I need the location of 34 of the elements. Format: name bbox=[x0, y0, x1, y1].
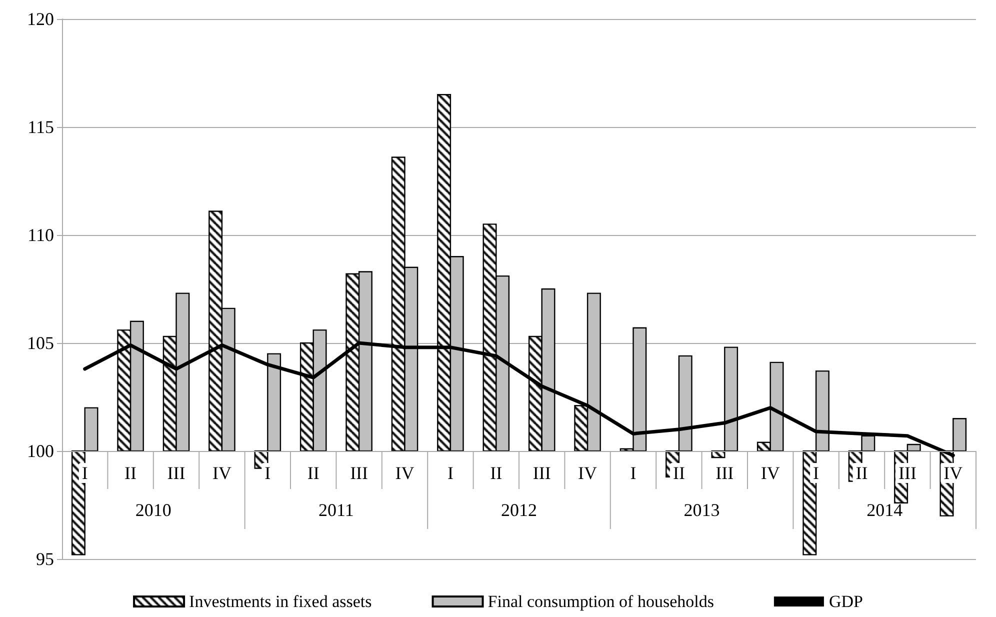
annotation: 2011 bbox=[318, 500, 354, 520]
x-tick-label: III bbox=[350, 463, 368, 483]
x-tick-label: III bbox=[716, 463, 734, 483]
x-tick-label: IV bbox=[760, 463, 780, 483]
y-tick-label: 115 bbox=[28, 117, 54, 137]
y-tick-label: 110 bbox=[28, 225, 54, 245]
legend-label: GDP bbox=[828, 592, 863, 611]
annotation: 2013 bbox=[684, 500, 720, 520]
x-tick-label: IV bbox=[944, 463, 963, 483]
y-tick-label: 120 bbox=[27, 9, 54, 29]
legend-label: Investments in fixed assets bbox=[189, 592, 372, 611]
x-tick-label: I bbox=[82, 463, 88, 483]
y-tick-label: 105 bbox=[27, 333, 54, 353]
y-tick-label: 100 bbox=[27, 441, 54, 461]
x-tick-label: IV bbox=[578, 463, 598, 483]
x-tick-label: III bbox=[898, 463, 916, 483]
x-tick-label: II bbox=[124, 463, 137, 483]
annotation: 2014 bbox=[866, 500, 903, 520]
x-tick-label: I bbox=[447, 463, 454, 483]
y-tick-label: 95 bbox=[36, 549, 54, 569]
x-tick-label: II bbox=[856, 463, 868, 483]
x-tick-label: IV bbox=[395, 463, 414, 483]
x-tick-label: III bbox=[532, 463, 551, 483]
x-tick-label: II bbox=[307, 463, 320, 483]
x-tick-label: I bbox=[264, 463, 271, 483]
x-tick-label: I bbox=[813, 463, 820, 483]
x-tick-label: III bbox=[167, 463, 186, 483]
x-tick-label: II bbox=[490, 463, 502, 483]
legend-label: Final consumption of households bbox=[488, 592, 714, 611]
annotation: 2010 bbox=[135, 500, 172, 520]
x-tick-label: II bbox=[672, 463, 685, 483]
x-tick-label: IV bbox=[212, 463, 232, 483]
x-tick-label: I bbox=[630, 463, 636, 483]
annotation: 2012 bbox=[501, 500, 537, 520]
